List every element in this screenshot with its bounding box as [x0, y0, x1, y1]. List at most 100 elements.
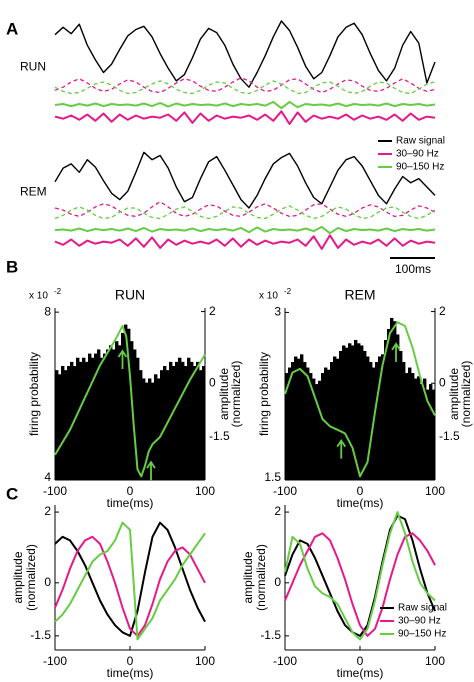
y2-axis-label: (normalized): [229, 361, 243, 428]
histogram-bar: [181, 361, 185, 480]
histogram-bar: [193, 366, 197, 480]
y-tick-label: 0: [274, 575, 281, 589]
histogram-bar: [369, 362, 373, 480]
legend-label: 90–150 Hz: [398, 629, 446, 640]
histogram-bar: [387, 328, 391, 480]
y-tick-label: 2: [44, 504, 51, 518]
histogram-bar: [363, 351, 367, 480]
x-axis-label: time(ms): [107, 666, 154, 680]
histogram-bar: [163, 366, 167, 480]
histogram-bar: [58, 374, 62, 480]
y-tick-label: 0: [44, 575, 51, 589]
y2-tick-label: -1.5: [209, 429, 230, 443]
histogram-bar: [142, 378, 146, 480]
y-tick-label: -1.5: [30, 628, 51, 642]
histogram-bar: [306, 367, 310, 480]
histogram-bar: [109, 345, 113, 480]
y-axis-label: firing probability: [27, 352, 41, 436]
y2-tick-label: -1.5: [439, 429, 460, 443]
x-tick-label: 0: [127, 484, 134, 498]
histogram-bar: [330, 362, 334, 480]
arrow: [391, 342, 401, 362]
histogram-bar: [118, 345, 122, 480]
y-axis-label: (normalized): [24, 544, 38, 611]
envelope-trace: [54, 201, 436, 218]
y-multiplier: x 10: [29, 291, 48, 302]
histogram-bar: [172, 366, 176, 480]
histogram-bar: [399, 351, 403, 480]
signal-trace: [54, 100, 436, 110]
histogram-bar: [91, 357, 95, 480]
y-tick-label: 2: [274, 504, 281, 518]
histogram-bar: [426, 389, 430, 480]
y2-tick-label: 2: [209, 304, 216, 318]
histogram-bar: [106, 349, 110, 480]
histogram-bar: [175, 361, 179, 480]
histogram-bar: [300, 354, 304, 480]
y2-axis-label: (normalized): [459, 361, 473, 428]
y-axis-label: firing probability: [257, 352, 271, 436]
signal-trace: [54, 151, 436, 209]
histogram-bar: [417, 376, 421, 480]
histogram-bar: [414, 378, 418, 480]
y-tick-label: 4: [44, 470, 51, 484]
arrow: [117, 349, 128, 369]
histogram-bar: [136, 357, 140, 480]
histogram-bar: [429, 384, 433, 480]
amplitude-line: [54, 324, 206, 478]
histogram-bar: [375, 362, 379, 480]
histogram-bar: [103, 353, 107, 480]
histogram-bar: [339, 351, 343, 480]
series-line: [284, 532, 436, 637]
histogram-bar: [100, 357, 104, 480]
envelope-trace: [54, 205, 436, 220]
x-tick-label: 100: [425, 484, 445, 498]
histogram-bar: [79, 361, 83, 480]
histogram-bar: [303, 362, 307, 480]
legend-label: 90–150 Hz: [396, 162, 444, 173]
chart-title: REM: [344, 287, 375, 303]
y2-tick-label: 0: [439, 375, 446, 389]
arrow: [336, 438, 346, 459]
histogram-bar: [148, 378, 152, 480]
histogram-bar: [94, 353, 98, 480]
histogram-bar: [324, 367, 328, 480]
histogram-bar: [55, 370, 59, 480]
histogram-bar: [348, 343, 352, 480]
histogram-bar: [393, 321, 397, 480]
histogram-bar: [333, 356, 337, 480]
legend-label: Raw signal: [396, 136, 445, 147]
histogram-bar: [396, 334, 400, 480]
y2-axis-label: amplitude: [447, 368, 461, 420]
histogram-bar: [342, 345, 346, 480]
histogram-bar: [121, 332, 125, 480]
panel-label: C: [6, 484, 18, 503]
histogram-bar: [115, 341, 119, 480]
trace-label: REM: [20, 184, 47, 198]
histogram-bar: [357, 343, 361, 480]
histogram-bar: [73, 366, 77, 480]
y-axis-label: amplitude: [241, 551, 255, 603]
histogram-bar: [297, 358, 301, 480]
histogram-bar: [408, 367, 412, 480]
x-tick-label: 100: [195, 484, 215, 498]
chart-title: RUN: [115, 287, 145, 303]
legend-label: 30–90 Hz: [398, 616, 441, 627]
x-tick-label: -100: [273, 484, 297, 498]
histogram-bar: [202, 366, 206, 480]
histogram-bar: [196, 361, 200, 480]
histogram-bar: [145, 382, 149, 480]
histogram-bar: [169, 361, 173, 480]
histogram-bar: [187, 357, 191, 480]
histogram-bar: [402, 362, 406, 480]
histogram-bar: [190, 361, 194, 480]
histogram-bar: [318, 380, 322, 480]
y-axis-label: (normalized): [254, 544, 268, 611]
y2-axis-label: amplitude: [217, 368, 231, 420]
series-line: [54, 521, 206, 637]
histogram-bar: [312, 378, 316, 480]
signal-trace: [54, 234, 436, 250]
y-multiplier-exponent: -2: [54, 287, 62, 296]
histogram-bar: [112, 349, 116, 480]
